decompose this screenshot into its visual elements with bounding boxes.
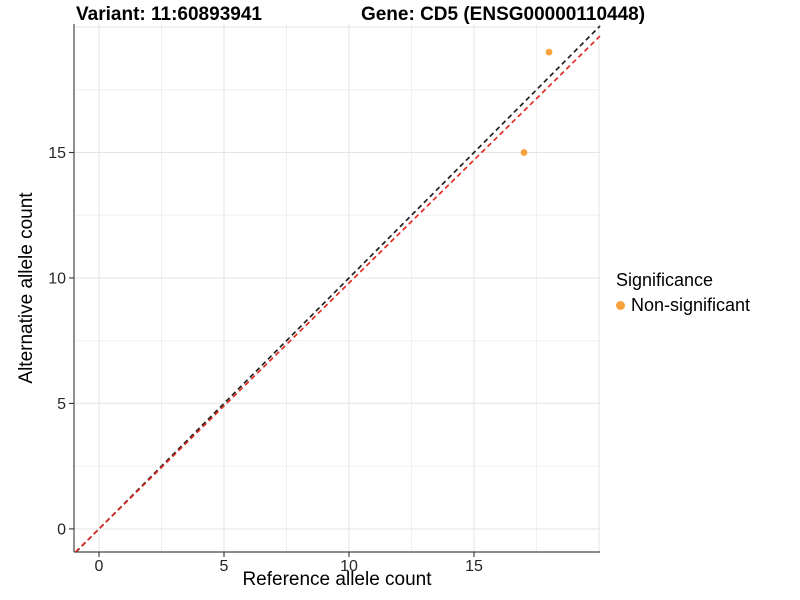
x-axis-title: Reference allele count — [242, 569, 432, 590]
expected-ratio-line — [74, 35, 601, 553]
x-tick-label: 5 — [220, 558, 229, 575]
legend: Significance Non-significant — [616, 270, 750, 316]
x-tick-label: 10 — [340, 558, 358, 575]
y-tick-label: 10 — [48, 270, 66, 287]
plot-title-variant: Variant: 11:60893941 — [76, 4, 262, 25]
data-point — [545, 48, 553, 56]
y-tick-label: 0 — [57, 521, 66, 538]
plot-title-gene: Gene: CD5 (ENSG00000110448) — [360, 4, 646, 25]
identity-line — [75, 25, 601, 553]
legend-item-non-significant: Non-significant — [616, 295, 750, 316]
legend-title: Significance — [616, 270, 714, 290]
x-tick-label: 15 — [465, 558, 483, 575]
y-axis-title: Alternative allele count — [16, 192, 37, 384]
x-tick-label: 0 — [95, 558, 104, 575]
legend-key-dot-icon — [616, 301, 625, 310]
y-tick-label: 15 — [48, 145, 66, 162]
y-tick-label: 5 — [57, 396, 66, 413]
legend-item-label: Non-significant — [631, 295, 751, 315]
data-point — [520, 149, 528, 156]
